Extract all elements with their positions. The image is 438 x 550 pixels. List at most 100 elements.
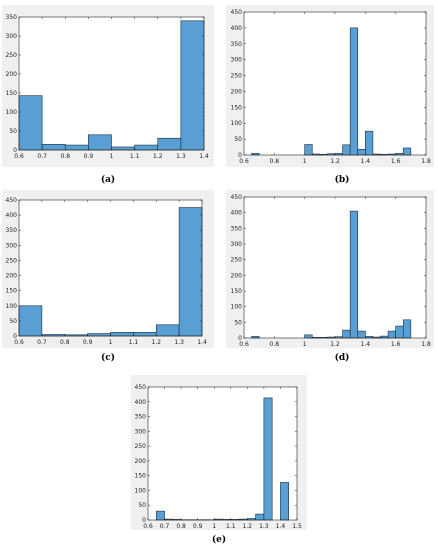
histogram-bar <box>395 325 404 339</box>
x-tick-label: 1 <box>303 158 307 165</box>
y-tick-label: 150 <box>6 288 18 295</box>
chart-svg: 0.6 0.7 0.8 0.9 1 1.1 1.2 1.3 1.4 0 50 100 150 200 250… <box>6 197 207 346</box>
y-tick-label: 400 <box>231 210 243 217</box>
histogram-bar <box>349 27 359 156</box>
y-tick-label: 100 <box>231 304 243 311</box>
figure-panel-b: 0.6 0.8 1 1.2 1.4 1.6 1.8 0 50 100 150 200 250 300 350… <box>226 5 434 167</box>
x-tick-label: 0.8 <box>270 341 280 348</box>
plot-area <box>19 200 202 336</box>
y-tick-label: 50 <box>234 136 242 143</box>
chart-svg: 0.6 0.8 1 1.2 1.4 1.6 1.8 0 50 100 150 200 250 300 350… <box>231 194 431 348</box>
histogram-bar <box>155 324 180 337</box>
y-tick-label: 150 <box>231 104 243 111</box>
histogram-bar <box>178 207 203 337</box>
y-tick-label: 0 <box>13 147 17 154</box>
y-tick-label: 50 <box>234 319 242 326</box>
y-tick-label: 350 <box>135 414 147 421</box>
x-tick-label: 0.9 <box>83 339 93 346</box>
histogram-bar <box>304 334 313 339</box>
histogram-bar <box>64 144 89 151</box>
x-tick-label: 1 <box>110 153 114 160</box>
histogram-bar <box>387 330 396 339</box>
y-tick-label: 250 <box>6 257 18 264</box>
y-tick-label: 250 <box>6 52 18 59</box>
y-tick-label: 250 <box>135 443 147 450</box>
histogram-bar <box>357 148 366 156</box>
histogram-bar <box>402 319 412 339</box>
y-tick-label: 350 <box>6 227 18 234</box>
x-tick-label: 1.4 <box>361 341 371 348</box>
x-tick-label: 1.4 <box>276 523 286 530</box>
x-tick-label: 0.8 <box>270 158 280 165</box>
x-tick-label: 0.6 <box>14 153 24 160</box>
x-tick-label: 1 <box>109 339 113 346</box>
histogram-bar <box>263 397 273 521</box>
x-tick-label: 0.6 <box>239 158 249 165</box>
x-tick-label: 1.1 <box>130 153 140 160</box>
y-tick-label: 100 <box>6 303 18 310</box>
x-tick-label: 1.2 <box>330 341 340 348</box>
y-tick-label: 300 <box>6 33 18 40</box>
caption-c: (c) <box>101 353 115 363</box>
y-tick-label: 400 <box>6 212 18 219</box>
x-tick-label: 0.6 <box>14 339 24 346</box>
axes-box <box>147 386 298 521</box>
plot-area <box>148 387 297 520</box>
y-tick-label: 200 <box>6 273 18 280</box>
histogram-bar <box>155 510 165 521</box>
x-tick-label: 1.2 <box>151 339 161 346</box>
chart-svg: 0.6 0.7 0.8 0.9 1 1.1 1.2 1.3 1.4 0 50 100 150 200 250… <box>6 14 209 160</box>
y-tick-label: 100 <box>135 487 147 494</box>
x-tick-label: 1.6 <box>391 341 401 348</box>
x-tick-label: 1.4 <box>199 153 209 160</box>
histogram-bar <box>365 130 374 156</box>
y-tick-label: 50 <box>138 502 146 509</box>
histogram-bar <box>342 144 351 156</box>
histogram-bar <box>280 482 290 521</box>
histogram-bar <box>18 95 43 151</box>
x-tick-label: 0.6 <box>143 523 153 530</box>
x-tick-label: 1 <box>212 523 216 530</box>
y-tick-label: 0 <box>13 333 17 340</box>
caption-a: (a) <box>100 175 116 185</box>
histogram-bar <box>402 147 412 156</box>
y-tick-label: 150 <box>135 473 147 480</box>
x-tick-label: 1.2 <box>243 523 253 530</box>
x-tick-label: 0.8 <box>60 153 70 160</box>
y-tick-label: 100 <box>231 120 243 127</box>
y-tick-label: 300 <box>231 57 243 64</box>
x-tick-label: 1.4 <box>197 339 207 346</box>
histogram-bar <box>304 144 313 156</box>
x-tick-label: 1.2 <box>330 158 340 165</box>
y-tick-label: 200 <box>6 71 18 78</box>
x-tick-label: 1.2 <box>153 153 163 160</box>
y-tick-label: 100 <box>6 109 18 116</box>
plot-area <box>244 12 426 155</box>
caption-b: (b) <box>334 175 350 185</box>
y-tick-label: 50 <box>9 128 17 135</box>
histogram-bar <box>255 513 265 521</box>
y-tick-label: 300 <box>135 428 147 435</box>
plot-area <box>244 197 426 338</box>
x-tick-label: 0.7 <box>37 339 47 346</box>
chart-svg: 0.6 0.8 1 1.2 1.4 1.6 1.8 0 50 100 150 200 250 300 350… <box>231 9 431 165</box>
x-tick-label: 0.9 <box>193 523 203 530</box>
x-tick-label: 1.3 <box>259 523 269 530</box>
x-tick-label: 1.8 <box>421 341 431 348</box>
y-tick-label: 450 <box>135 384 147 391</box>
x-tick-label: 1.8 <box>421 158 431 165</box>
y-tick-label: 250 <box>231 73 243 80</box>
histogram-bar <box>110 332 134 337</box>
histogram-bar <box>357 330 366 339</box>
histogram-bar <box>111 146 135 151</box>
y-tick-label: 450 <box>231 194 243 201</box>
x-tick-label: 0.6 <box>239 341 249 348</box>
histogram-bar <box>157 137 182 151</box>
x-tick-label: 1.1 <box>129 339 139 346</box>
y-tick-label: 350 <box>231 41 243 48</box>
histogram-bar <box>87 333 111 337</box>
y-tick-label: 200 <box>231 272 243 279</box>
figure-panel-d: 0.6 0.8 1 1.2 1.4 1.6 1.8 0 50 100 150 200 250 300 350… <box>226 190 434 348</box>
chart-svg: 0.6 0.7 0.8 0.9 1 1.1 1.2 1.3 1.4 1.5 0 50 100 150 200… <box>135 384 302 530</box>
